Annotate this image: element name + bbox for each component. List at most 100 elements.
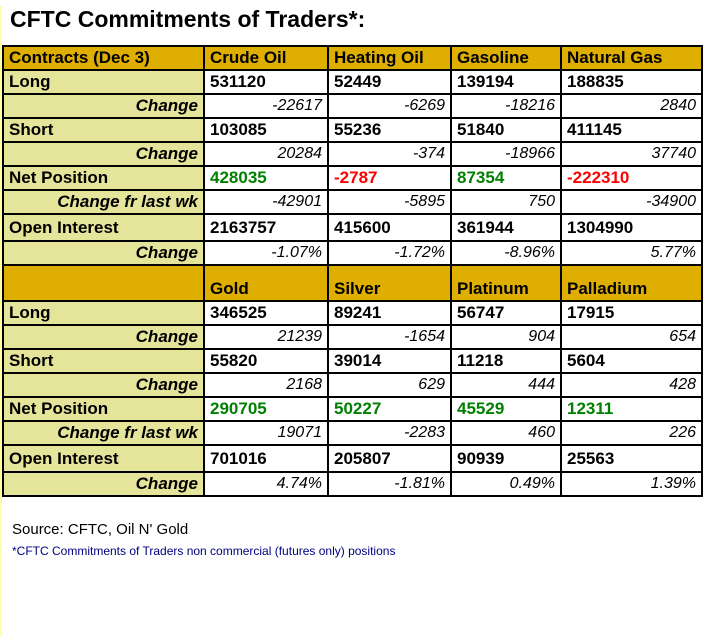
data-cell: 21239 xyxy=(203,324,329,350)
data-cell: 139194 xyxy=(450,69,562,95)
data-cell: -18216 xyxy=(450,93,562,119)
table-row: Change fr last wk 19071 -2283 460 226 xyxy=(2,420,703,446)
row-label-change: Change xyxy=(2,93,205,119)
section2-header-row: Gold Silver Platinum Palladium xyxy=(2,264,703,302)
source-line: Source: CFTC, Oil N' Gold xyxy=(12,521,189,538)
data-cell-net: 50227 xyxy=(327,396,452,422)
table-row: Change 20284 -374 -18966 37740 xyxy=(2,141,703,167)
data-cell: 55820 xyxy=(203,348,329,374)
row-label-change: Change xyxy=(2,372,205,398)
data-cell: 428 xyxy=(560,372,703,398)
column-header-gasoline: Gasoline xyxy=(450,45,562,71)
section1-header-row: Contracts (Dec 3) Crude Oil Heating Oil … xyxy=(2,45,703,71)
column-header-gold: Gold xyxy=(203,264,329,302)
data-cell: -6269 xyxy=(327,93,452,119)
table-row: Short 55820 39014 11218 5604 xyxy=(2,348,703,374)
data-cell: -1654 xyxy=(327,324,452,350)
data-cell: 51840 xyxy=(450,117,562,143)
data-cell: 226 xyxy=(560,420,703,446)
data-cell: 55236 xyxy=(327,117,452,143)
row-label-change: Change xyxy=(2,240,205,266)
data-cell: 2840 xyxy=(560,93,703,119)
data-cell: 17915 xyxy=(560,300,703,326)
data-cell: 415600 xyxy=(327,213,452,242)
data-cell: -5895 xyxy=(327,189,452,215)
cot-table: Contracts (Dec 3) Crude Oil Heating Oil … xyxy=(2,45,703,497)
table-row: Short 103085 55236 51840 411145 xyxy=(2,117,703,143)
data-cell: 89241 xyxy=(327,300,452,326)
data-cell: 5604 xyxy=(560,348,703,374)
data-cell: 39014 xyxy=(327,348,452,374)
data-cell-net: -2787 xyxy=(327,165,452,191)
column-header-natural-gas: Natural Gas xyxy=(560,45,703,71)
table-row: Change 4.74% -1.81% 0.49% 1.39% xyxy=(2,471,703,497)
data-cell: 25563 xyxy=(560,444,703,473)
data-cell: -34900 xyxy=(560,189,703,215)
data-cell: 90939 xyxy=(450,444,562,473)
data-cell: -374 xyxy=(327,141,452,167)
table-row: Open Interest 701016 205807 90939 25563 xyxy=(2,444,703,473)
data-cell-net: 428035 xyxy=(203,165,329,191)
data-cell: -1.81% xyxy=(327,471,452,497)
data-cell: -22617 xyxy=(203,93,329,119)
data-cell: 0.49% xyxy=(450,471,562,497)
data-cell-net: 290705 xyxy=(203,396,329,422)
row-label-net-position: Net Position xyxy=(2,396,205,422)
data-cell: -18966 xyxy=(450,141,562,167)
table-row: Change 21239 -1654 904 654 xyxy=(2,324,703,350)
data-cell: 19071 xyxy=(203,420,329,446)
column-header-silver: Silver xyxy=(327,264,452,302)
data-cell: 1.39% xyxy=(560,471,703,497)
row-label-change: Change xyxy=(2,471,205,497)
data-cell: 2168 xyxy=(203,372,329,398)
column-header-blank xyxy=(2,264,205,302)
column-header-platinum: Platinum xyxy=(450,264,562,302)
data-cell: 654 xyxy=(560,324,703,350)
data-cell: 4.74% xyxy=(203,471,329,497)
row-label-open-interest: Open Interest xyxy=(2,444,205,473)
data-cell: 188835 xyxy=(560,69,703,95)
table-row: Open Interest 2163757 415600 361944 1304… xyxy=(2,213,703,242)
data-cell: 20284 xyxy=(203,141,329,167)
table-row: Change -1.07% -1.72% -8.96% 5.77% xyxy=(2,240,703,266)
page-title: CFTC Commitments of Traders*: xyxy=(10,6,366,32)
footnote: *CFTC Commitments of Traders non commerc… xyxy=(12,544,396,558)
row-label-net-position: Net Position xyxy=(2,165,205,191)
row-label-short: Short xyxy=(2,348,205,374)
table-row: Long 531120 52449 139194 188835 xyxy=(2,69,703,95)
row-label-change-fr-last-wk: Change fr last wk xyxy=(2,420,205,446)
table-row: Change 2168 629 444 428 xyxy=(2,372,703,398)
data-cell: 1304990 xyxy=(560,213,703,242)
column-header-heating-oil: Heating Oil xyxy=(327,45,452,71)
data-cell: 411145 xyxy=(560,117,703,143)
data-cell: 444 xyxy=(450,372,562,398)
data-cell: 37740 xyxy=(560,141,703,167)
table-row: Net Position 290705 50227 45529 12311 xyxy=(2,396,703,422)
data-cell: 103085 xyxy=(203,117,329,143)
row-label-change-fr-last-wk: Change fr last wk xyxy=(2,189,205,215)
row-label-short: Short xyxy=(2,117,205,143)
data-cell: 2163757 xyxy=(203,213,329,242)
data-cell-net: -222310 xyxy=(560,165,703,191)
data-cell-net: 87354 xyxy=(450,165,562,191)
row-label-long: Long xyxy=(2,69,205,95)
data-cell: 629 xyxy=(327,372,452,398)
table-row: Long 346525 89241 56747 17915 xyxy=(2,300,703,326)
data-cell: 5.77% xyxy=(560,240,703,266)
data-cell: 750 xyxy=(450,189,562,215)
data-cell: 52449 xyxy=(327,69,452,95)
table-row: Net Position 428035 -2787 87354 -222310 xyxy=(2,165,703,191)
data-cell: 460 xyxy=(450,420,562,446)
data-cell: -2283 xyxy=(327,420,452,446)
column-header-crude-oil: Crude Oil xyxy=(203,45,329,71)
data-cell: 531120 xyxy=(203,69,329,95)
data-cell: 56747 xyxy=(450,300,562,326)
column-header-contracts: Contracts (Dec 3) xyxy=(2,45,205,71)
page: { "title": "CFTC Commitments of Traders*… xyxy=(0,6,703,636)
table-row: Change fr last wk -42901 -5895 750 -3490… xyxy=(2,189,703,215)
data-cell: -8.96% xyxy=(450,240,562,266)
data-cell: 11218 xyxy=(450,348,562,374)
data-cell: 701016 xyxy=(203,444,329,473)
data-cell: -1.07% xyxy=(203,240,329,266)
data-cell: -42901 xyxy=(203,189,329,215)
